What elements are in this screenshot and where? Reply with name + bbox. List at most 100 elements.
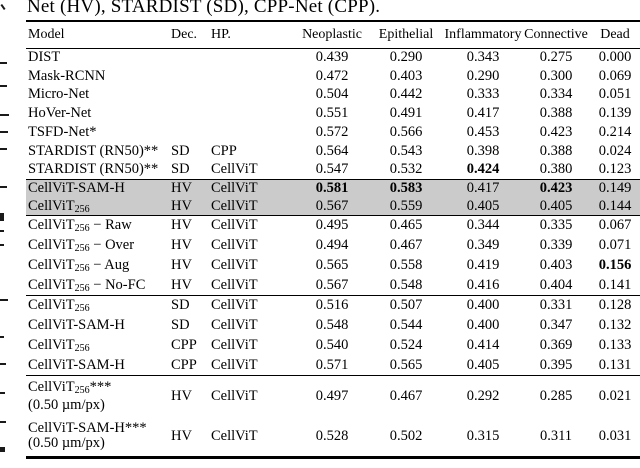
col-header-hp: HP. — [205, 20, 296, 49]
table-row: CellViT-SAM-H SD CellViT 0.548 0.544 0.400 0.3… — [26, 316, 640, 336]
value-cell: 0.333 — [466, 86, 500, 103]
table-row: Mask-RCNN 0.472 0.403 0.290 0.300 0.069 — [26, 67, 640, 86]
model-name: STARDIST (RN50)** — [28, 161, 158, 177]
model-name: CellViT256 — [28, 337, 90, 355]
value-cell: 0.467 — [368, 375, 444, 417]
model-name-text: CellViT-SAM-H — [28, 317, 125, 334]
model-cell: CellViT256 − No-FC — [26, 276, 163, 296]
value-cell: 0.528 — [315, 427, 349, 444]
value-cell: 0.149 — [590, 179, 640, 198]
value-cell: 0.275 — [522, 47, 590, 67]
col-header-inflammatory: Inflammatory — [444, 20, 522, 49]
model-name-text: Mask-RCNN — [28, 67, 106, 84]
value-cell: 0.497 — [296, 375, 368, 417]
left-margin-fragment — [0, 421, 6, 423]
decoder-cell: HV — [163, 197, 205, 216]
table-row: CellViT256 − Over HV CellViT 0.494 0.467 0.34… — [26, 236, 640, 256]
hp-cell: CellViT — [211, 257, 258, 274]
model-subscript: 256 — [74, 343, 90, 355]
value-cell: 0.395 — [539, 356, 573, 373]
value-cell: 0.544 — [389, 317, 423, 334]
hp-cell — [205, 104, 296, 123]
table-row: STARDIST (RN50)** SD CPP 0.564 0.543 0.398 0.3… — [26, 142, 640, 161]
decoder-cell: SD — [171, 161, 190, 178]
value-cell: 0.491 — [389, 105, 423, 122]
hp-cell: CellViT — [211, 237, 258, 254]
value-cell: 0.311 — [539, 427, 573, 444]
model-name-text: CellViT — [28, 197, 75, 214]
hp-cell: CellViT — [205, 179, 296, 198]
value-cell: 0.419 — [466, 257, 500, 274]
value-cell: 0.467 — [389, 237, 423, 254]
model-name-text: STARDIST (RN50)** — [28, 161, 159, 178]
model-resolution: (0.50 µm/px) — [28, 435, 105, 452]
value-cell: 0.551 — [315, 105, 349, 122]
hp-cell — [205, 123, 296, 142]
value-cell: 0.548 — [389, 276, 423, 293]
model-name-text: CellViT — [28, 237, 75, 254]
model-cell: CellViT256 — [26, 197, 163, 216]
value-cell: 0.369 — [539, 337, 573, 354]
value-cell: 0.349 — [466, 237, 500, 254]
model-cell: CellViT-SAM-H — [26, 179, 163, 198]
value-cell: 0.571 — [315, 356, 349, 373]
left-margin-fragment — [0, 213, 4, 221]
value-cell: 0.504 — [315, 86, 349, 103]
model-subscript: 256 — [74, 384, 90, 396]
header-row: Model Dec. HP. Neoplastic Epithelial Inf… — [26, 20, 640, 49]
model-name-text: CellViT — [28, 297, 75, 314]
decoder-cell: CPP — [171, 337, 197, 354]
value-cell: 0.423 — [539, 124, 573, 141]
table-row: Micro-Net 0.504 0.442 0.333 0.334 0.051 — [26, 86, 640, 105]
model-resolution: (0.50 µm/px) — [28, 396, 105, 413]
value-cell: 0.300 — [539, 67, 573, 84]
model-name: Micro-Net — [28, 86, 89, 102]
value-cell: 0.405 — [522, 197, 590, 216]
decoder-cell: HV — [171, 257, 192, 274]
left-margin-fragment — [0, 114, 9, 116]
hp-cell: CellViT — [205, 295, 296, 316]
left-margin-fragment — [0, 3, 6, 11]
value-cell: 0.502 — [389, 427, 423, 444]
left-margin-fragment — [0, 363, 6, 365]
value-cell: 0.388 — [539, 142, 573, 159]
model-cell: CellViT256 — [26, 295, 163, 316]
value-cell: 0.423 — [522, 179, 590, 198]
value-cell: 0.439 — [296, 47, 368, 67]
decoder-cell: HV — [171, 237, 192, 254]
model-name: Mask-RCNN — [28, 68, 105, 84]
value-cell: 0.417 — [444, 179, 522, 198]
model-cell: Mask-RCNN — [26, 67, 163, 86]
value-cell: 0.024 — [598, 142, 632, 159]
left-margin-fragment — [0, 186, 7, 188]
decoder-cell: SD — [171, 317, 190, 334]
value-cell: 0.144 — [590, 197, 640, 216]
value-cell: 0.021 — [590, 375, 640, 417]
model-name: CellViT256*** — [28, 379, 163, 398]
value-cell: 0.558 — [389, 257, 423, 274]
model-name-text: CellViT — [28, 337, 75, 354]
table-row: CellViT-SAM-H CPP CellViT 0.571 0.565 0.405 0.… — [26, 356, 640, 376]
table-row: STARDIST (RN50)** SD CellViT 0.547 0.532 0.42… — [26, 161, 640, 180]
model-name: CellViT256 — [28, 297, 90, 314]
value-cell: 0.548 — [315, 317, 349, 334]
value-cell: 0.404 — [539, 276, 573, 293]
value-cell: 0.416 — [466, 276, 500, 293]
hp-cell — [205, 47, 296, 67]
table-row: HoVer-Net 0.551 0.491 0.417 0.388 0.139 — [26, 104, 640, 123]
left-margin-fragment — [0, 392, 5, 394]
table-group-4: CellViT256 SD CellViT 0.516 0.507 0.400 0.331 0… — [26, 295, 640, 376]
model-name: CellViT256 − Aug — [28, 257, 129, 274]
value-cell: 0.331 — [522, 295, 590, 316]
hp-cell: CellViT — [211, 276, 258, 293]
value-cell: 0.543 — [389, 142, 423, 159]
value-cell: 0.417 — [466, 105, 500, 122]
model-cell: Micro-Net — [26, 86, 163, 105]
value-cell: 0.292 — [444, 375, 522, 417]
left-margin-fragment — [0, 447, 5, 452]
model-name: TSFD-Net* — [28, 124, 96, 140]
value-cell: 0.071 — [598, 237, 632, 254]
col-header-decoder: Dec. — [163, 20, 205, 49]
hp-cell: CellViT — [211, 337, 258, 354]
decoder-cell: CPP — [171, 356, 197, 373]
